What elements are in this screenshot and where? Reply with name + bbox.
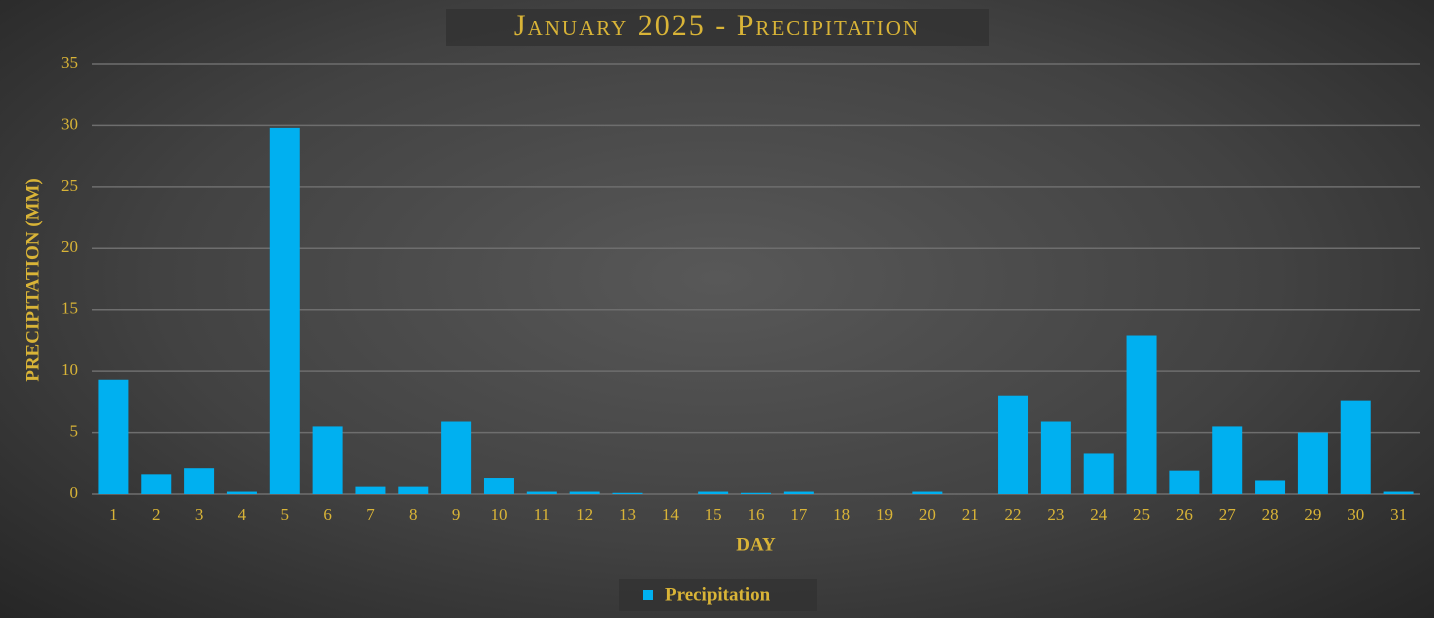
y-tick-label: 5 xyxy=(70,421,79,440)
x-tick-label: 30 xyxy=(1347,505,1364,524)
legend-marker xyxy=(643,590,653,600)
x-tick-label: 10 xyxy=(490,505,507,524)
bar xyxy=(441,421,472,494)
legend-label: Precipitation xyxy=(665,584,771,605)
x-tick-label: 23 xyxy=(1047,505,1064,524)
bar xyxy=(1083,453,1114,494)
title-box xyxy=(446,9,989,46)
bar xyxy=(355,486,386,494)
x-tick-label: 21 xyxy=(962,505,979,524)
x-tick-label: 5 xyxy=(281,505,290,524)
y-tick-label: 25 xyxy=(61,176,78,195)
x-tick-label: 6 xyxy=(323,505,332,524)
y-axis-title: PRECIPITATION (MM) xyxy=(22,178,43,382)
bar xyxy=(1255,480,1286,494)
bar xyxy=(1383,491,1414,494)
x-tick-label: 31 xyxy=(1390,505,1407,524)
bar xyxy=(269,127,300,494)
bar xyxy=(184,468,215,494)
y-tick-label: 35 xyxy=(61,53,78,72)
x-tick-label: 3 xyxy=(195,505,204,524)
bar xyxy=(1126,335,1157,494)
y-tick-label: 10 xyxy=(61,360,78,379)
bar xyxy=(226,491,257,494)
x-tick-label: 16 xyxy=(748,505,765,524)
bar xyxy=(1169,470,1200,494)
x-axis-title: DAY xyxy=(736,534,776,555)
x-tick-label: 8 xyxy=(409,505,418,524)
x-tick-label: 28 xyxy=(1262,505,1279,524)
y-tick-label: 0 xyxy=(70,483,79,502)
x-tick-label: 9 xyxy=(452,505,461,524)
x-tick-label: 15 xyxy=(705,505,722,524)
bar xyxy=(998,395,1029,494)
bar xyxy=(741,492,771,494)
x-tick-label: 7 xyxy=(366,505,375,524)
bar xyxy=(1040,421,1071,494)
x-tick-label: 18 xyxy=(833,505,850,524)
x-tick-label: 17 xyxy=(790,505,808,524)
y-tick-label: 20 xyxy=(61,237,78,256)
chart-title: January 2025 - Precipitation xyxy=(514,9,920,42)
x-tick-label: 1 xyxy=(109,505,118,524)
bar xyxy=(1297,432,1328,494)
y-tick-label: 30 xyxy=(61,114,78,133)
bar xyxy=(612,492,643,494)
x-tick-label: 25 xyxy=(1133,505,1150,524)
bar xyxy=(912,491,943,494)
x-tick-label: 22 xyxy=(1005,505,1022,524)
bar xyxy=(312,426,343,494)
bar xyxy=(783,491,814,494)
x-tick-label: 14 xyxy=(662,505,680,524)
bar xyxy=(483,478,514,494)
x-tick-label: 29 xyxy=(1304,505,1321,524)
x-tick-label: 13 xyxy=(619,505,636,524)
bar xyxy=(1340,400,1371,494)
bar xyxy=(698,491,729,494)
x-tick-label: 11 xyxy=(534,505,550,524)
bar xyxy=(98,379,129,494)
bar xyxy=(398,486,429,494)
x-tick-label: 12 xyxy=(576,505,593,524)
bar xyxy=(569,491,600,494)
x-tick-label: 19 xyxy=(876,505,893,524)
bar xyxy=(1212,426,1243,494)
y-tick-label: 15 xyxy=(61,299,78,318)
x-tick-label: 27 xyxy=(1219,505,1237,524)
x-tick-label: 4 xyxy=(238,505,247,524)
x-tick-label: 24 xyxy=(1090,505,1108,524)
x-tick-label: 26 xyxy=(1176,505,1193,524)
bar xyxy=(141,474,172,494)
x-tick-label: 20 xyxy=(919,505,936,524)
x-tick-label: 2 xyxy=(152,505,161,524)
bar xyxy=(526,491,557,494)
